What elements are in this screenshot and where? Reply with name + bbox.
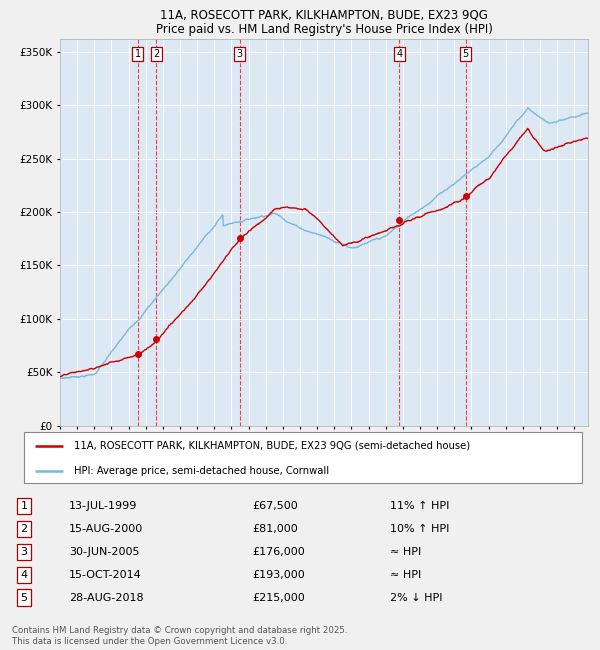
- Text: 3: 3: [20, 547, 28, 556]
- Text: 2% ↓ HPI: 2% ↓ HPI: [390, 593, 443, 603]
- Text: £193,000: £193,000: [252, 569, 305, 580]
- Text: 10% ↑ HPI: 10% ↑ HPI: [390, 524, 449, 534]
- Text: 2: 2: [20, 524, 28, 534]
- Text: £176,000: £176,000: [252, 547, 305, 556]
- Text: Contains HM Land Registry data © Crown copyright and database right 2025.: Contains HM Land Registry data © Crown c…: [12, 626, 347, 635]
- Text: £215,000: £215,000: [252, 593, 305, 603]
- Text: This data is licensed under the Open Government Licence v3.0.: This data is licensed under the Open Gov…: [12, 637, 287, 646]
- Text: ≈ HPI: ≈ HPI: [390, 569, 421, 580]
- Text: £81,000: £81,000: [252, 524, 298, 534]
- Text: £67,500: £67,500: [252, 501, 298, 511]
- Text: 4: 4: [396, 49, 403, 59]
- Text: 5: 5: [20, 593, 28, 603]
- Text: 15-AUG-2000: 15-AUG-2000: [69, 524, 143, 534]
- Text: 11A, ROSECOTT PARK, KILKHAMPTON, BUDE, EX23 9QG (semi-detached house): 11A, ROSECOTT PARK, KILKHAMPTON, BUDE, E…: [74, 441, 470, 451]
- FancyBboxPatch shape: [24, 432, 582, 483]
- Text: 15-OCT-2014: 15-OCT-2014: [69, 569, 142, 580]
- Text: 1: 1: [135, 49, 141, 59]
- Text: 4: 4: [20, 569, 28, 580]
- Title: 11A, ROSECOTT PARK, KILKHAMPTON, BUDE, EX23 9QG
Price paid vs. HM Land Registry': 11A, ROSECOTT PARK, KILKHAMPTON, BUDE, E…: [155, 8, 493, 36]
- Text: 2: 2: [153, 49, 160, 59]
- Text: 28-AUG-2018: 28-AUG-2018: [69, 593, 143, 603]
- Text: 13-JUL-1999: 13-JUL-1999: [69, 501, 137, 511]
- Text: ≈ HPI: ≈ HPI: [390, 547, 421, 556]
- Text: 1: 1: [20, 501, 28, 511]
- Text: 11% ↑ HPI: 11% ↑ HPI: [390, 501, 449, 511]
- Text: HPI: Average price, semi-detached house, Cornwall: HPI: Average price, semi-detached house,…: [74, 466, 329, 476]
- Text: 5: 5: [463, 49, 469, 59]
- Text: 3: 3: [237, 49, 243, 59]
- Text: 30-JUN-2005: 30-JUN-2005: [69, 547, 139, 556]
